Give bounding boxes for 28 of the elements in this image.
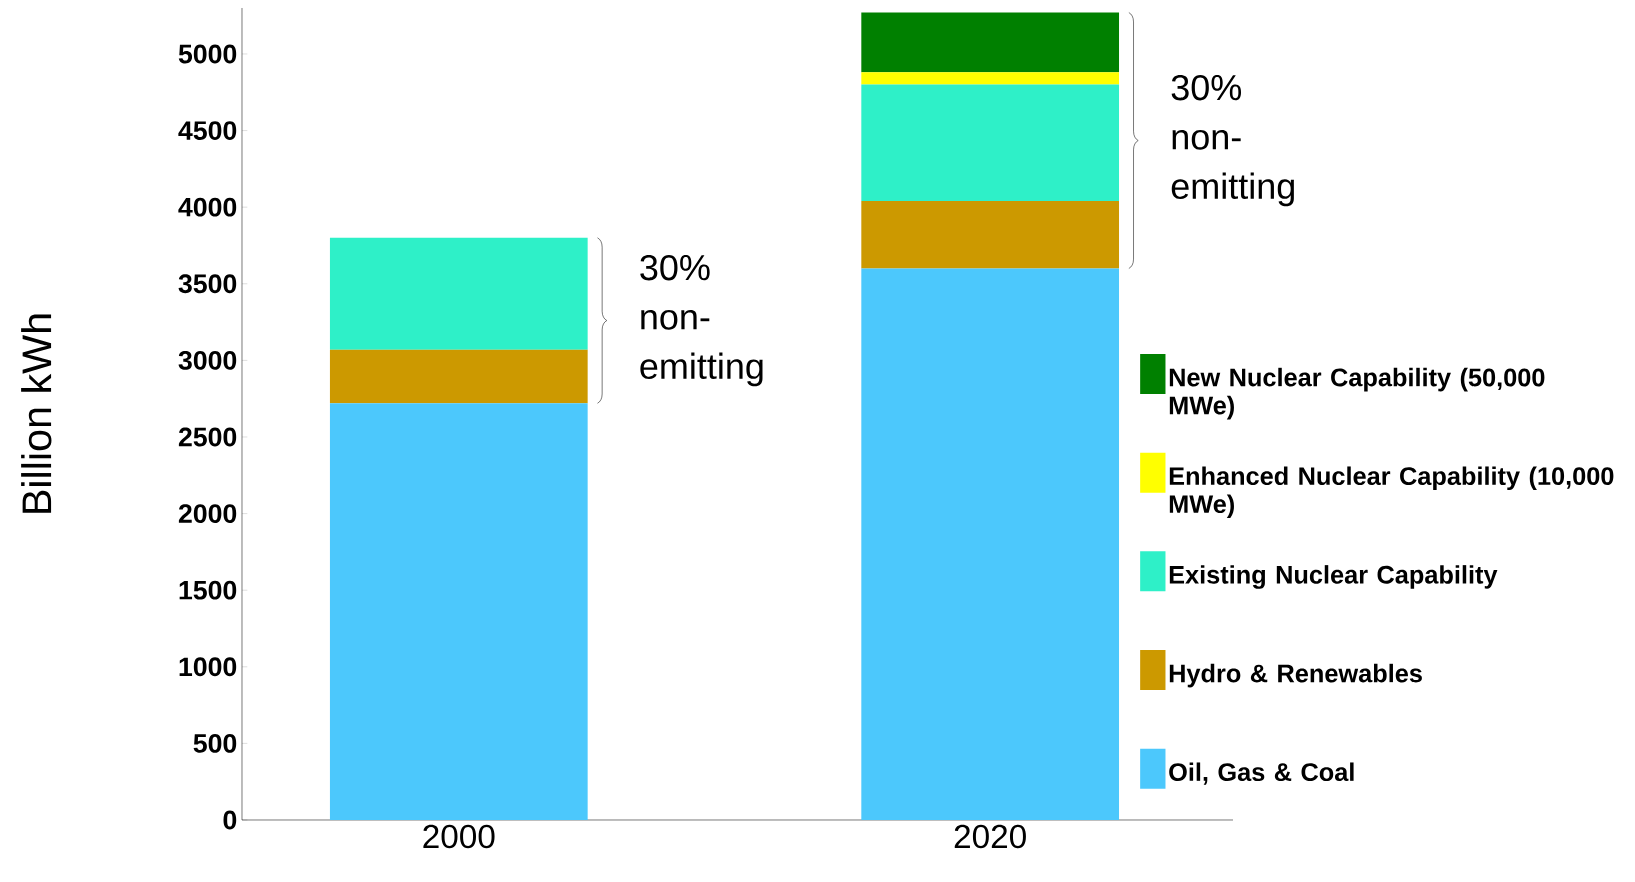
y-tick-label: 4500 — [178, 121, 237, 140]
y-tick-label: 1500 — [179, 580, 237, 600]
bar — [329, 237, 588, 350]
y-tick-label: 500 — [193, 733, 237, 753]
bar — [861, 72, 1120, 85]
x-tick-label: 2020 — [954, 824, 1026, 849]
legend-label: Hydro & Renewables — [1169, 663, 1422, 688]
y-tick-label: 1000 — [179, 657, 237, 677]
y-tick-label: 5000 — [178, 44, 237, 64]
bar — [861, 201, 1120, 269]
bar — [329, 349, 588, 404]
annotation: 30% non-emitting — [1171, 74, 1294, 207]
legend-label: Existing Nuclear Capability — [1169, 565, 1498, 589]
legend-label: New Nuclear Capability (50,000 MWe) — [1169, 367, 1545, 420]
legend-label: Oil, Gas & Coal — [1169, 762, 1354, 785]
y-tick-label: 0 — [223, 810, 237, 830]
y-axis-title: Billion kWh — [21, 314, 52, 513]
bar — [329, 403, 588, 820]
annotation: 30% non-emitting — [640, 254, 763, 387]
y-tick-label: 2000 — [178, 504, 237, 524]
bar — [861, 84, 1120, 202]
y-tick-label: 3000 — [178, 350, 237, 370]
y-tick-label: 3500 — [178, 274, 237, 294]
y-tick-label: 4000 — [178, 197, 237, 217]
bar — [861, 268, 1120, 820]
y-tick-label: 2500 — [178, 427, 237, 447]
bar — [861, 12, 1120, 73]
legend-label: Enhanced Nuclear Capability (10,000 MWe) — [1169, 466, 1614, 519]
